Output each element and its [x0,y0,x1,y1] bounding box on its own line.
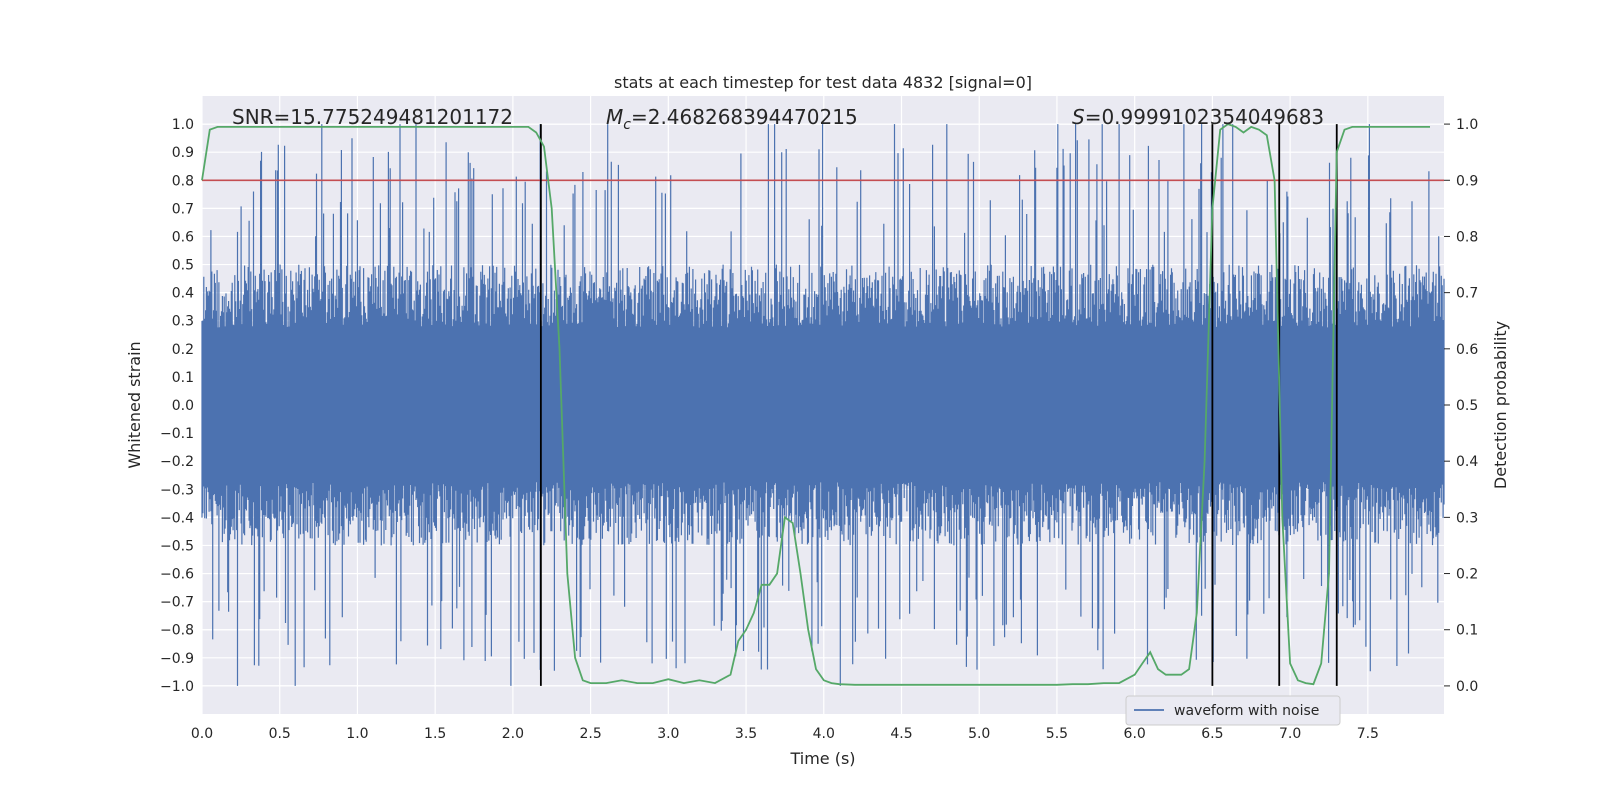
waveform-with-noise-line [201,124,1445,686]
y-right-tick-label: 0.4 [1456,454,1478,470]
y-left-tick-label: 0.3 [172,314,194,330]
y-left-tick-label: −0.9 [160,651,194,667]
legend-label: waveform with noise [1174,703,1319,719]
x-tick-label: 0.0 [191,726,213,742]
y-left-tick-label: −0.7 [160,595,194,611]
detection-probability-line [201,123,1430,686]
y-left-tick-label: 1.0 [172,117,194,133]
y-left-tick-label: 0.7 [172,201,194,217]
y-left-tick-label: −0.6 [160,567,194,583]
y-left-tick-label: 0.5 [172,258,194,274]
x-tick-label: 5.5 [1046,726,1068,742]
y-left-tick-label: −0.5 [160,538,194,554]
y-left-tick-label: −0.3 [160,482,194,498]
mc-value: =2.468268394470215 [631,105,858,129]
x-tick-label: 2.5 [579,726,601,742]
x-tick-label: 5.0 [968,726,990,742]
y-right-tick-label: 1.0 [1456,117,1478,133]
y-left-tick-label: −0.4 [160,510,194,526]
x-tick-label: 2.0 [502,726,524,742]
y-right-tick-label: 0.9 [1456,173,1478,189]
y-left-tick-label: 0.6 [172,229,194,245]
x-tick-label: 4.5 [890,726,912,742]
snr-annotation: SNR=15.775249481201172 [232,105,513,129]
y-left-tick-label: 0.1 [172,370,194,386]
y-left-tick-label: 0.8 [172,173,194,189]
chart-title: stats at each timestep for test data 483… [614,73,1032,92]
y-left-tick-labels: 1.0 0.9 0.8 0.7 0.6 0.5 0.4 0.3 0.2 0.1 0.0 −0.1 −0.… [160,117,194,695]
detection-probability-series [201,123,1430,686]
x-tick-label: 7.5 [1357,726,1379,742]
chirp-mass-annotation: Mc=2.468268394470215 [606,105,858,133]
y-right-tick-label: 0.0 [1456,679,1478,695]
x-tick-label: 1.0 [346,726,368,742]
score-annotation: S=0.9999102354049683 [1072,105,1324,129]
legend-box [1125,695,1341,726]
x-tick-label: 7.0 [1279,726,1301,742]
x-tick-label: 0.5 [269,726,291,742]
y-left-axis-label: Whitened strain [125,341,144,468]
y-right-tick-label: 0.5 [1456,398,1478,414]
x-tick-label: 3.5 [735,726,757,742]
y-right-tick-label: 0.2 [1456,567,1478,583]
y-right-tick-label: 0.6 [1456,342,1478,358]
x-tick-label: 1.5 [424,726,446,742]
x-tick-label: 4.0 [813,726,835,742]
x-tick-label: 3.0 [657,726,679,742]
y-right-tick-labels: 1.0 0.9 0.8 0.7 0.6 0.5 0.4 0.3 0.2 0.1 0.0 [1444,117,1478,695]
x-tick-labels: 0.0 0.5 1.0 1.5 2.0 2.5 3.0 3.5 4.0 4.5 5.0 5.5 6.0 6… [191,726,1379,742]
mc-subscript: c [623,117,631,133]
s-symbol: S [1072,105,1085,129]
mc-symbol: M [606,105,623,129]
y-left-tick-label: 0.0 [172,398,194,414]
y-right-axis-label: Detection probability [1491,321,1510,489]
y-left-tick-label: −0.1 [160,426,194,442]
y-left-tick-label: −1.0 [160,679,194,695]
waveform-with-noise-series [201,124,1445,686]
y-right-tick-label: 0.8 [1456,229,1478,245]
y-left-tick-label: 0.9 [172,145,194,161]
legend: waveform with noise [1125,695,1341,726]
y-left-tick-label: 0.2 [172,342,194,358]
y-left-tick-label: −0.2 [160,454,194,470]
x-axis-label: Time (s) [789,749,855,768]
s-value: =0.9999102354049683 [1085,105,1324,129]
y-left-tick-label: 0.4 [172,286,194,302]
x-tick-label: 6.5 [1201,726,1223,742]
y-right-tick-label: 0.3 [1456,510,1478,526]
y-right-tick-label: 0.7 [1456,286,1478,302]
y-left-tick-label: −0.8 [160,623,194,639]
y-right-tick-label: 0.1 [1456,623,1478,639]
x-tick-label: 6.0 [1124,726,1146,742]
